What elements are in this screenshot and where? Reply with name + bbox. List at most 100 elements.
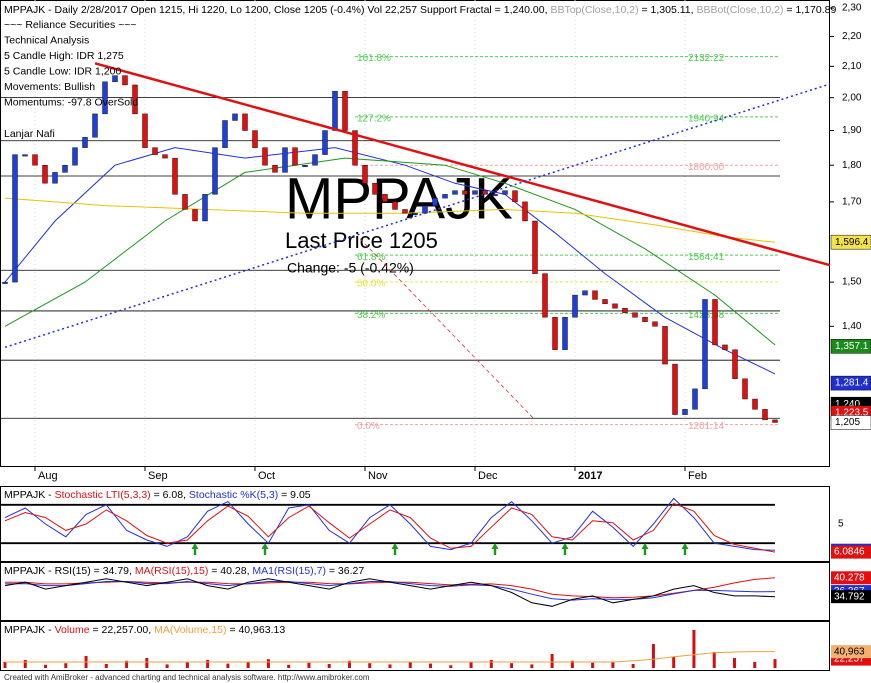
price-label: 1,357.1 [835, 341, 869, 352]
last-value-label: 22,257 [834, 654, 865, 665]
candle-body [772, 419, 778, 423]
indicator-line [4, 580, 776, 601]
candle-body [472, 190, 478, 195]
chart-header: MPPAJK - Daily 2/28/2017 Open 1215, Hi 1… [4, 4, 836, 16]
note-line: ~~~ Reliance Securities ~~~ [4, 19, 137, 31]
volume-bar [732, 658, 736, 668]
candle-body [2, 281, 8, 284]
candle-body [392, 201, 398, 210]
volume-bar [712, 652, 716, 668]
volume-bar [429, 663, 433, 668]
candle-body [212, 147, 218, 195]
header-part: BBBot(Close,10,2) [696, 4, 783, 16]
candle-body [422, 205, 428, 214]
volume-bar [611, 661, 615, 668]
note-line: Momentums: -97.8 OverSold [4, 96, 138, 108]
last-value-label: 34.792 [834, 591, 865, 602]
buy-signal [681, 543, 689, 555]
price-label-bg [830, 234, 871, 250]
volume-bar [327, 664, 331, 668]
y-tick-label: 2,30 [842, 3, 862, 14]
candle-body [532, 220, 538, 274]
stochastic-panel-frame [0, 486, 830, 562]
candle-body [62, 165, 68, 173]
candle-body [622, 308, 628, 313]
candle-body [12, 154, 18, 283]
x-tick-label: Aug [38, 470, 58, 482]
x-tick-label: 2017 [578, 470, 602, 482]
candle-body [522, 201, 528, 222]
candle-body [92, 113, 98, 138]
price-panel-frame [0, 0, 830, 467]
price-label-bg [830, 415, 871, 430]
panel-title-part: Stochastic LTI(5,3,3) [55, 489, 151, 501]
volume-bar [631, 664, 635, 668]
candle-body [282, 147, 288, 173]
candle-body [562, 317, 568, 350]
volume-bar [347, 660, 351, 668]
panel-title-part: MPPAJK - [4, 624, 55, 636]
candle-body [482, 190, 488, 195]
candle-body [662, 326, 668, 365]
candle-body [162, 154, 168, 159]
candle-body [442, 194, 448, 199]
candle-body [182, 194, 188, 210]
candle-body [672, 363, 678, 415]
fib-price: 1564.41 [688, 252, 725, 263]
volume-bar [23, 660, 27, 668]
price-label: 1,240 [835, 399, 860, 410]
panel-title-part: MPPAJK - [4, 565, 55, 577]
moving-average [4, 157, 776, 346]
indicator-line [4, 502, 776, 553]
last-value-label: 6.0846 [834, 547, 865, 558]
panel-title: MPPAJK - Volume = 22,257.00, MA(Volume,1… [4, 624, 285, 636]
panel-title-part: = 40,963.13 [226, 624, 285, 636]
fib-pct: 127.2% [357, 114, 391, 125]
candle-body [32, 154, 38, 166]
buy-signal [391, 543, 399, 555]
note-line: 5 Candle Low: IDR 1,200 [4, 65, 121, 77]
candle-body [742, 378, 748, 400]
volume-bar [165, 664, 169, 668]
panel-title-part: MA(Volume,15) [154, 624, 226, 636]
candle-body [542, 273, 548, 318]
y-tick-label: 5 [838, 519, 844, 530]
candle-body [582, 290, 588, 296]
note-line: 5 Candle High: IDR 1,275 [4, 50, 124, 62]
fib-pct: 0.0% [357, 421, 380, 432]
volume-bar [570, 660, 574, 668]
candle-body [602, 299, 608, 305]
candle-body [132, 84, 138, 115]
volume-bar [489, 660, 493, 668]
volume-bar [44, 664, 48, 668]
panel-title-part: MPPAJK - [4, 489, 55, 501]
candle-body [82, 137, 88, 148]
x-tick-label: Feb [688, 470, 707, 482]
volume-bar [530, 664, 534, 668]
indicator-line [4, 497, 776, 551]
candle-body [642, 317, 648, 322]
note-line: Technical Analysis [4, 34, 89, 46]
volume-bar [692, 630, 696, 668]
x-tick-label: Sep [148, 470, 168, 482]
indicator-line [5, 651, 775, 663]
candle-body [22, 154, 28, 157]
candle-body [692, 388, 698, 410]
volume-bar [287, 664, 291, 668]
volume-bar [591, 662, 595, 668]
volume-bar [64, 663, 68, 668]
buy-signal [261, 543, 269, 555]
price-label: 1,281.4 [835, 378, 869, 389]
volume-bar [3, 662, 7, 668]
moving-average [4, 147, 776, 375]
x-tick-label: Oct [258, 470, 275, 482]
candle-body [732, 349, 738, 380]
buy-signal [191, 543, 199, 555]
candle-body [352, 130, 358, 166]
candle-body [552, 317, 558, 350]
volume-bar [266, 659, 270, 668]
volume-bar [449, 665, 453, 668]
y-tick-label: 1,40 [842, 321, 862, 332]
y-tick-label: 1,50 [842, 277, 862, 288]
